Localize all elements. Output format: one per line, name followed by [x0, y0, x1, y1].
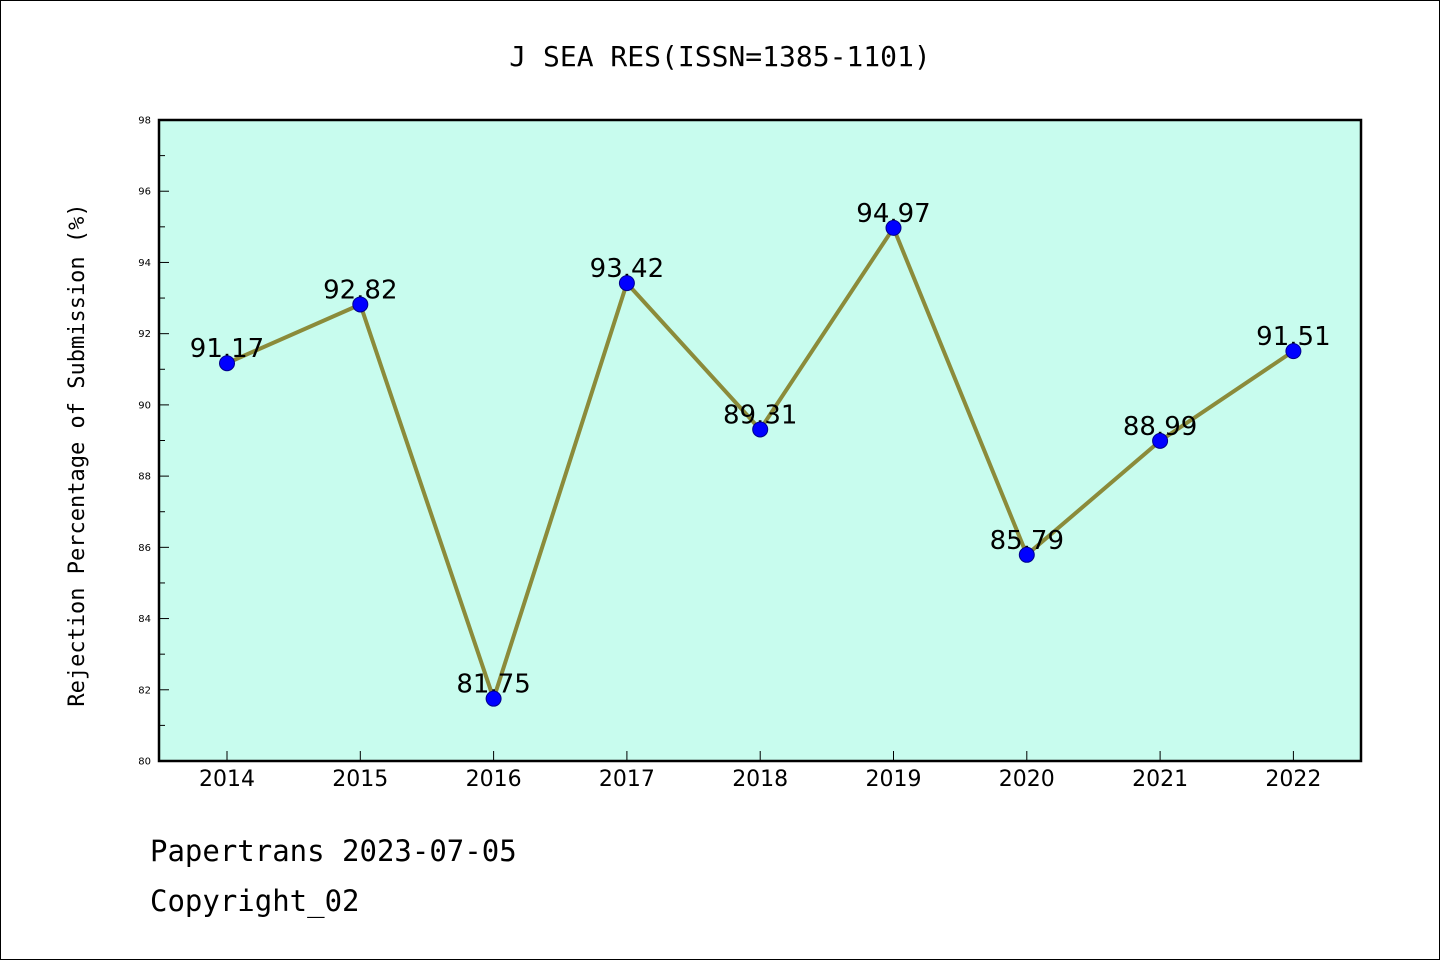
data-point [1152, 432, 1169, 449]
x-tick-label: 2016 [466, 767, 522, 792]
x-tick-label: 2014 [199, 767, 255, 792]
y-tick-label: 94 [138, 258, 151, 269]
x-tick-label: 2022 [1265, 767, 1321, 792]
y-tick-label: 90 [138, 400, 151, 411]
data-point [1285, 343, 1302, 360]
data-point [752, 421, 769, 438]
data-point [352, 296, 369, 313]
data-markers [219, 219, 1302, 707]
plot-border [157, 118, 1363, 763]
footer-copyright: Copyright_02 [150, 884, 360, 918]
data-point [885, 219, 902, 236]
chart-title: J SEA RES(ISSN=1385-1101) [509, 40, 930, 73]
y-tick-label: 92 [138, 329, 151, 340]
data-point [485, 690, 502, 707]
y-tick-label: 98 [138, 116, 151, 127]
footer-date: Papertrans 2023-07-05 [150, 834, 517, 868]
y-tick-label: 88 [138, 472, 151, 483]
x-tick-label: 2021 [1132, 767, 1188, 792]
x-tick-label: 2018 [732, 767, 788, 792]
x-tick-label: 2017 [599, 767, 655, 792]
y-tick-label: 80 [138, 757, 151, 768]
y-axis-label: Rejection Percentage of Submission (%) [65, 203, 90, 706]
x-tick-label: 2020 [999, 767, 1055, 792]
y-tick-label: 84 [138, 614, 151, 625]
x-axis: 2014 2015 2016 2017 2018 2019 2020 2021 2022 [199, 751, 1321, 792]
y-tick-label: 96 [138, 187, 151, 198]
data-point [219, 355, 235, 372]
y-tick-label: 86 [138, 543, 151, 554]
data-point [1018, 546, 1035, 563]
x-tick-label: 2015 [332, 767, 388, 792]
y-tick-label: 82 [138, 685, 151, 696]
x-tick-label: 2019 [866, 767, 922, 792]
data-point [618, 275, 635, 292]
